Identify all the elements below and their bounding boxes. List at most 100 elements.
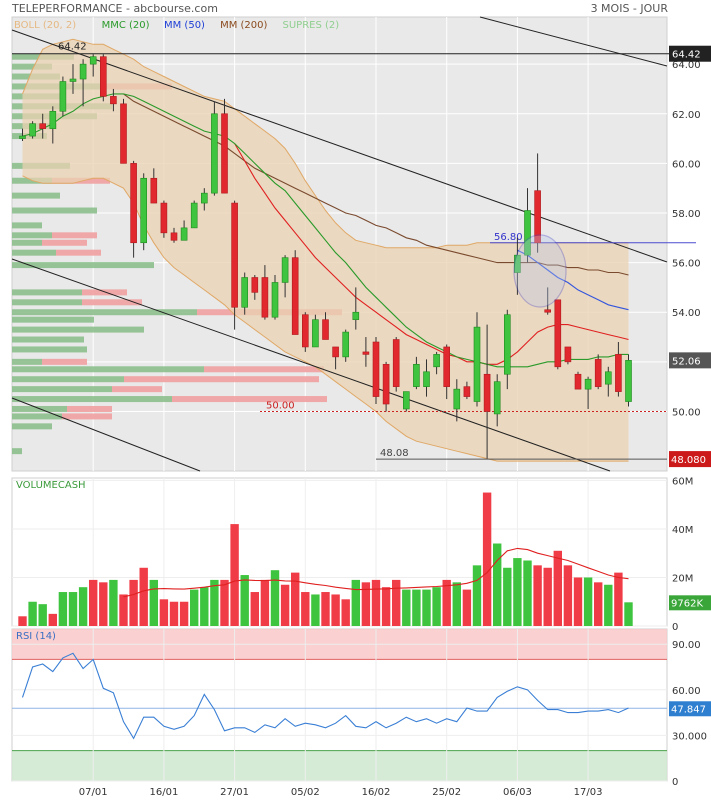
candle-body: [382, 364, 390, 405]
volume-bar: [200, 587, 209, 626]
candle-body: [241, 277, 248, 308]
volume-bar: [119, 594, 128, 626]
candle-body: [120, 103, 127, 164]
candle-body: [301, 314, 309, 348]
volume-bar: [301, 592, 310, 626]
volume-bar: [523, 560, 532, 626]
date-tick-label: 05/02: [291, 787, 320, 798]
candle-body: [443, 346, 451, 387]
volume-profile-up-bar: [12, 289, 82, 296]
candle-body: [362, 351, 370, 355]
volume-profile-up-bar: [12, 336, 84, 343]
volume-bar: [78, 587, 88, 626]
volume-profile-down-bar: [204, 366, 324, 373]
price-tick-label: 50.00: [672, 407, 701, 418]
candle-body: [221, 113, 228, 194]
volume-profile-up-bar: [12, 346, 87, 353]
volume-bar: [129, 579, 138, 626]
candle-body: [291, 257, 299, 335]
mm50-line: [517, 249, 629, 311]
volume-profile-up-bar: [12, 192, 60, 199]
volume-bar: [169, 601, 179, 626]
support-trendline-bottom: [11, 397, 201, 472]
resistance-trendline-middle: [11, 29, 668, 263]
rsi-last-badge: [669, 701, 711, 717]
volume-panel-title: VOLUMECASH: [16, 480, 86, 491]
volume-bar: [99, 582, 108, 626]
volume-bar: [260, 579, 270, 626]
candle-body: [453, 388, 461, 410]
rsi-tick-label: 30.000: [672, 731, 707, 742]
date-tick-label: 16/02: [362, 787, 391, 798]
volume-bar: [422, 589, 431, 626]
volume-average-line: [123, 547, 629, 598]
volume-profile-up-bar: [12, 423, 52, 430]
mmc20-line: [22, 93, 629, 368]
volume-bar: [220, 579, 229, 626]
volume-profile-down-bar: [82, 289, 127, 296]
volume-bar: [139, 567, 148, 626]
candle-body: [423, 371, 430, 387]
candle-body: [281, 257, 289, 283]
volume-bar: [493, 543, 502, 626]
date-tick-label: 27/01: [220, 787, 249, 798]
volume-bar: [190, 589, 199, 626]
candle-body: [625, 360, 632, 402]
candle-body: [322, 319, 329, 340]
volume-profile-up-bar: [12, 309, 197, 316]
support-label: 50.00: [266, 400, 295, 411]
price-tick-label: 54.00: [672, 308, 701, 319]
volume-profile-up-bar: [12, 376, 124, 383]
date-tick-label: 25/02: [432, 787, 461, 798]
candle-body: [524, 210, 531, 256]
volume-bar: [583, 577, 593, 626]
volume-bar: [280, 584, 290, 626]
date-tick-label: 06/03: [503, 787, 532, 798]
volume-last-badge: [669, 595, 711, 611]
volume-bar: [614, 572, 623, 626]
volume-bar: [452, 582, 461, 626]
chart-title: TELEPERFORMANCE - abcbourse.com: [11, 2, 218, 15]
volume-profile-down-bar: [52, 232, 97, 239]
candle-body: [231, 202, 238, 308]
volume-profile-down-bar: [42, 358, 87, 365]
volume-bar: [604, 584, 613, 626]
volume-profile-down-bar: [42, 239, 87, 246]
volume-bar: [563, 565, 573, 626]
volume-bar: [371, 579, 381, 626]
volume-bar: [149, 579, 158, 626]
volume-profile-up-bar: [12, 299, 82, 306]
candle-body: [29, 123, 36, 137]
candle-body: [211, 113, 218, 194]
volume-profile-down-bar: [124, 376, 319, 383]
volume-profile-up-bar: [12, 413, 62, 420]
volume-profile-down-bar: [67, 405, 112, 412]
highlight-ellipse: [513, 234, 567, 308]
candle-body: [372, 341, 380, 397]
volume-bar: [412, 589, 421, 626]
candle-body: [79, 63, 87, 80]
candle-body: [402, 391, 410, 410]
volume-bar: [432, 587, 441, 626]
price-tick-label: 56.00: [672, 259, 701, 270]
period-label[interactable]: 3 MOIS - JOUR: [591, 2, 669, 15]
volume-bar: [291, 572, 300, 626]
candle-body: [170, 232, 178, 241]
volume-profile-up-bar: [12, 448, 22, 455]
volume-bar: [311, 594, 320, 626]
volume-bar: [179, 601, 189, 626]
rsi-tick-label: 90.00: [672, 640, 701, 651]
candle-body: [130, 163, 137, 244]
volume-tick-label: 0: [672, 622, 678, 633]
volume-bar: [513, 558, 522, 626]
candle-body: [594, 359, 602, 387]
last-price-badge: [669, 352, 711, 369]
candle-body: [342, 331, 350, 358]
volume-bar: [270, 570, 280, 626]
volume-bar: [109, 579, 118, 626]
volume-bar: [230, 524, 239, 626]
candle-body: [463, 386, 471, 397]
volume-profile-down-bar: [82, 299, 142, 306]
rsi-panel-content: 0 30.000 60.00 90.00 47.847: [12, 629, 711, 788]
